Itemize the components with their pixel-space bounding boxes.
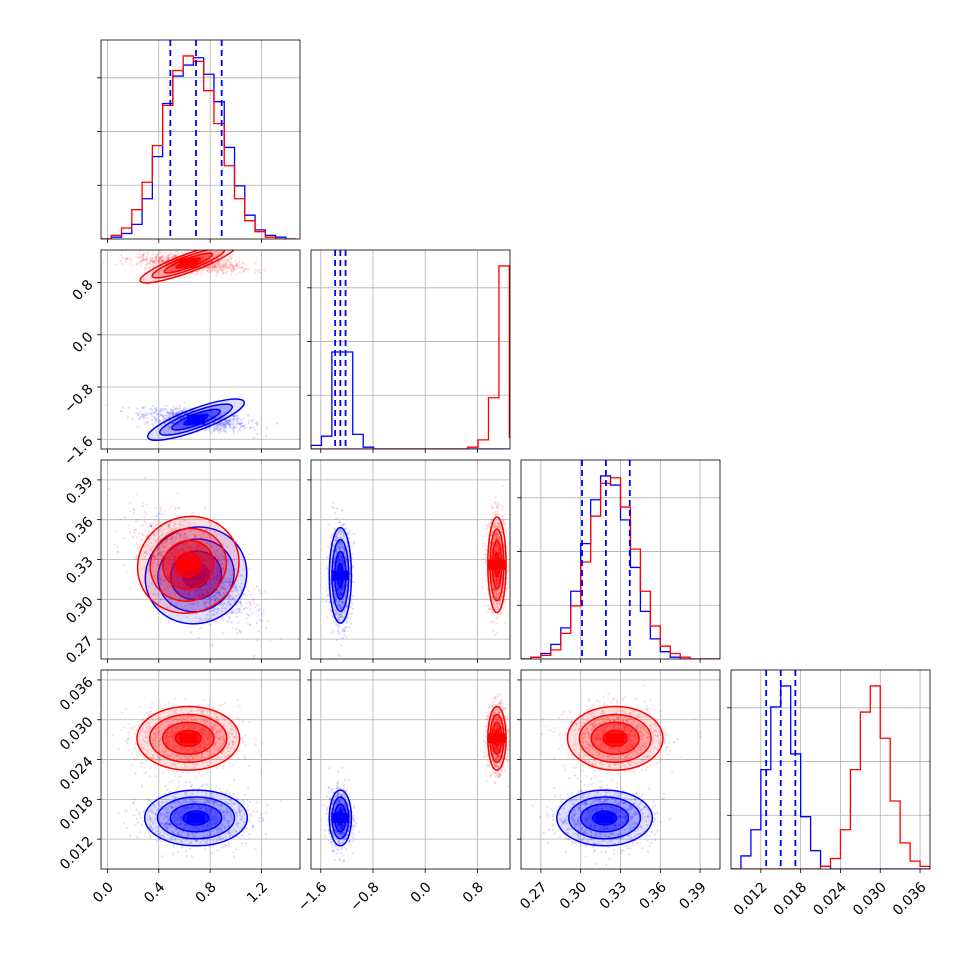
histogram-blue (731, 685, 930, 869)
x-tick-label: 0.33 (597, 879, 630, 912)
histogram-red (311, 265, 510, 449)
histogram-panel (517, 459, 721, 663)
y-tick-label: 0.8 (70, 277, 97, 304)
x-tick-label: −1.6 (295, 879, 330, 914)
x-tick-label: 0.024 (810, 879, 850, 919)
x-tick-label: 0.012 (731, 879, 771, 919)
histogram-red (101, 55, 297, 239)
y-tick-label: 0.27 (63, 633, 96, 666)
density-peak-blue (187, 570, 206, 581)
x-tick-label: 0.036 (890, 879, 930, 919)
scatter-panel (307, 669, 511, 873)
x-tick-label: 0.30 (557, 879, 590, 912)
x-tick-label: 0.0 (90, 879, 117, 906)
x-tick-label: 0.39 (676, 879, 709, 912)
histogram-panel (97, 39, 301, 243)
y-tick-label: 0.012 (57, 833, 97, 873)
x-tick-label: 0.27 (517, 879, 550, 912)
x-tick-label: 0.018 (771, 879, 811, 919)
density-peak-red (179, 258, 198, 269)
density-peak-blue (331, 570, 350, 581)
density-peak-red (606, 733, 625, 744)
density-peak-blue (187, 414, 206, 425)
histogram-red (521, 477, 720, 659)
density-peak-blue (187, 812, 206, 823)
y-tick-label: 0.024 (57, 754, 97, 794)
scatter-panel (517, 669, 721, 873)
density-peak-red (179, 733, 198, 744)
x-tick-label: 0.36 (637, 879, 670, 912)
histogram-blue (311, 351, 510, 449)
histogram-blue (101, 57, 297, 239)
panel-frame (730, 669, 931, 870)
histogram-red (731, 685, 930, 869)
y-tick-label: 0.018 (57, 794, 97, 834)
panel-frame (310, 249, 511, 450)
y-tick-label: −0.8 (61, 381, 96, 416)
density-peak-blue (331, 812, 350, 823)
density-peak-red (179, 559, 198, 570)
y-tick-label: 0.30 (63, 594, 96, 627)
scatter-panel (307, 459, 511, 663)
panel-frame (310, 669, 511, 870)
panel-frame (100, 669, 301, 870)
x-tick-label: 0.4 (141, 879, 168, 906)
panel-frame (100, 249, 301, 450)
x-tick-label: 0.030 (850, 879, 890, 919)
y-tick-label: −1.6 (61, 433, 96, 468)
scatter-panel (97, 249, 301, 453)
y-tick-label: 0.030 (57, 714, 97, 754)
y-tick-label: 0.036 (57, 674, 97, 714)
y-tick-label: 0.33 (63, 554, 96, 587)
x-tick-label: 0.8 (460, 879, 487, 906)
y-tick-label: 0.0 (70, 329, 97, 356)
histogram-blue (521, 475, 720, 659)
x-tick-label: −0.8 (347, 879, 382, 914)
y-tick-label: 0.36 (63, 514, 96, 547)
x-tick-label: 0.8 (193, 879, 220, 906)
panel-frame (100, 39, 301, 240)
density-peak-red (487, 559, 506, 570)
density-peak-blue (595, 812, 614, 823)
histogram-panel (307, 249, 511, 453)
histogram-panel (727, 669, 931, 873)
scatter-panel (97, 459, 301, 663)
x-tick-label: 0.0 (408, 879, 435, 906)
density-peak-red (487, 733, 506, 744)
scatter-panel (97, 669, 301, 873)
y-tick-label: 0.39 (63, 474, 96, 507)
x-tick-label: 1.2 (244, 879, 271, 906)
